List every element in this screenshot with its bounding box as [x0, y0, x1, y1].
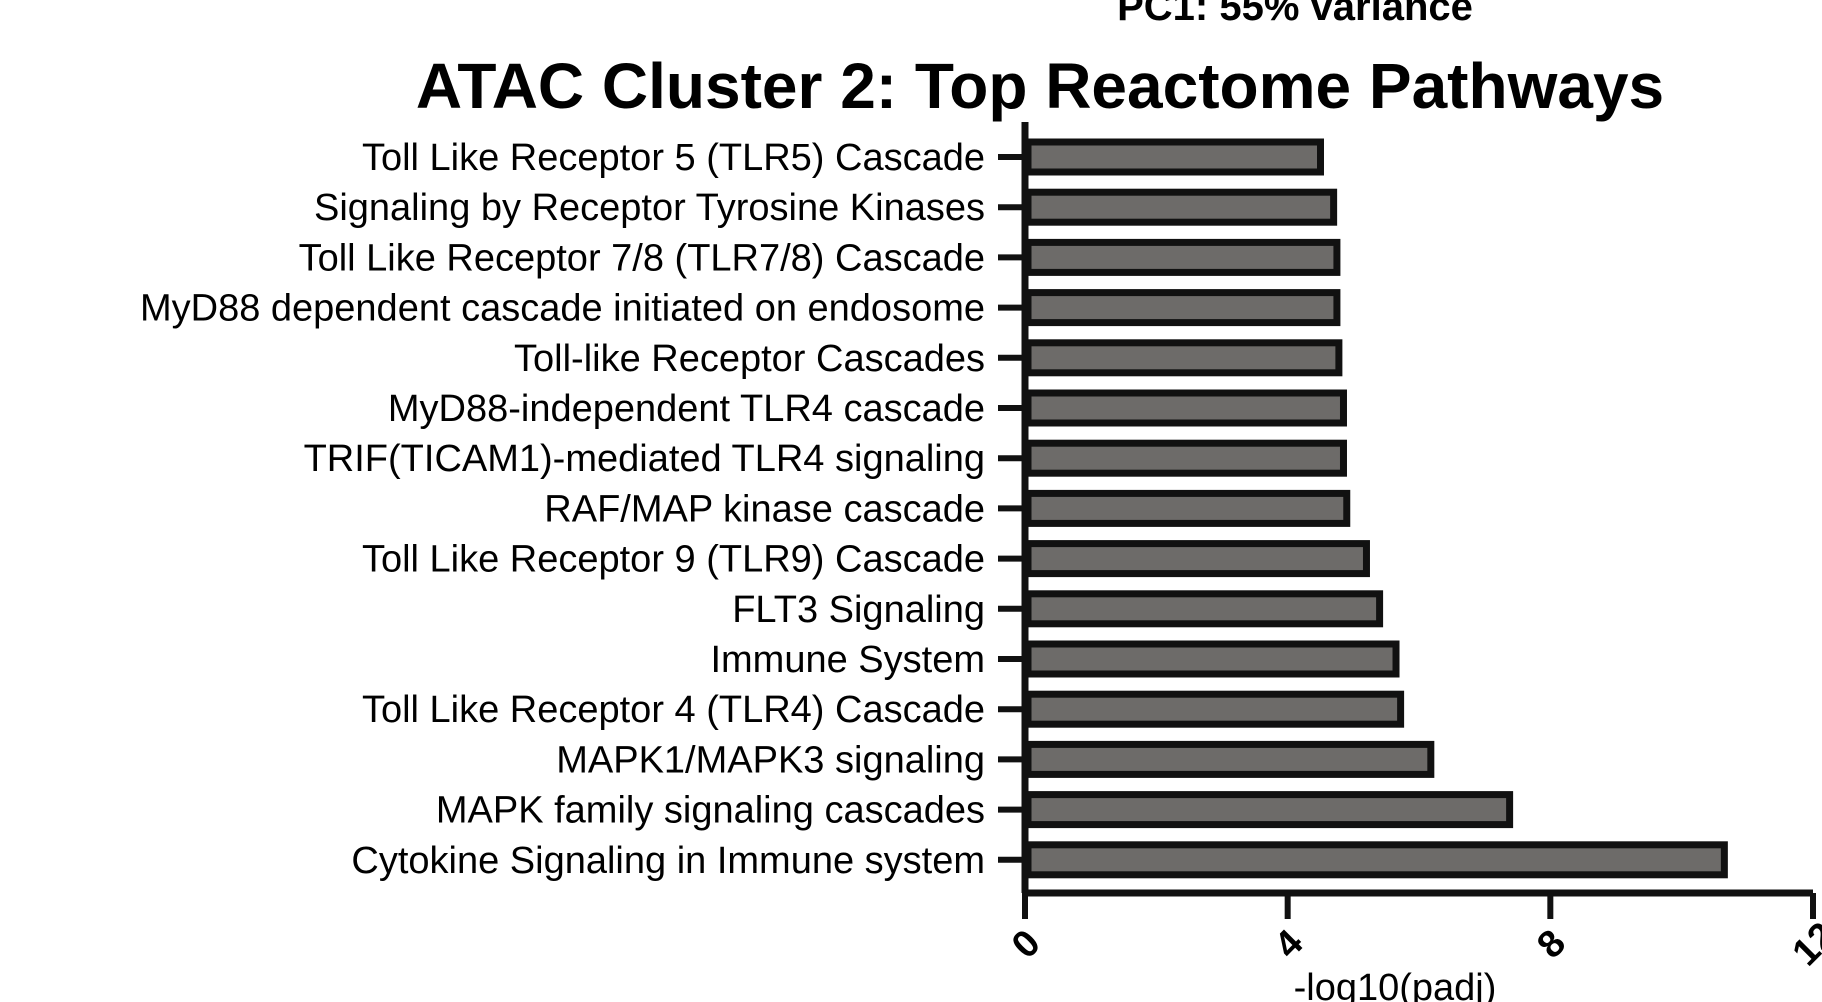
x-tick-label: 4	[1267, 922, 1312, 967]
category-label: Toll Like Receptor 9 (TLR9) Cascade	[362, 539, 985, 581]
bar	[1024, 540, 1370, 578]
chart-title: ATAC Cluster 2: Top Reactome Pathways	[416, 50, 1664, 122]
category-label: MyD88-independent TLR4 cascade	[388, 388, 985, 430]
bar	[1024, 289, 1341, 327]
category-label: Toll-like Receptor Cascades	[514, 338, 985, 380]
x-tick-label: 8	[1529, 922, 1574, 967]
x-tick-label: 12	[1785, 915, 1822, 975]
bar	[1024, 389, 1347, 427]
category-label: Cytokine Signaling in Immune system	[351, 840, 985, 882]
bar	[1024, 339, 1343, 377]
category-label: FLT3 Signaling	[732, 589, 985, 631]
category-labels: Toll Like Receptor 5 (TLR5) Cascade Signa…	[140, 137, 985, 882]
bar	[1024, 841, 1728, 879]
category-label: Toll Like Receptor 5 (TLR5) Cascade	[362, 137, 985, 179]
bar	[1024, 188, 1338, 226]
category-label: RAF/MAP kinase cascade	[544, 488, 985, 530]
category-label: MAPK1/MAPK3 signaling	[556, 739, 985, 781]
bars	[1024, 138, 1728, 879]
bar	[1024, 640, 1400, 678]
category-label: MyD88 dependent cascade initiated on end…	[140, 288, 985, 330]
x-tick-label: 0	[1004, 922, 1049, 967]
bar	[1024, 489, 1351, 527]
bar	[1024, 791, 1514, 829]
bar	[1024, 690, 1405, 728]
category-label: Immune System	[710, 639, 985, 681]
category-label: Signaling by Receptor Tyrosine Kinases	[314, 187, 985, 229]
bar	[1024, 740, 1435, 778]
category-label: MAPK family signaling cascades	[436, 790, 985, 832]
top-cropped-text: PC1: 55% variance	[1117, 0, 1473, 29]
bar	[1024, 439, 1347, 477]
x-axis-title: -log10(padj)	[1294, 967, 1497, 1002]
category-label: Toll Like Receptor 7/8 (TLR7/8) Cascade	[299, 237, 985, 279]
bar	[1024, 238, 1341, 276]
bar	[1024, 590, 1384, 628]
category-label: TRIF(TICAM1)-mediated TLR4 signaling	[304, 438, 985, 480]
bar	[1024, 138, 1324, 176]
category-label: Toll Like Receptor 4 (TLR4) Cascade	[362, 689, 985, 731]
